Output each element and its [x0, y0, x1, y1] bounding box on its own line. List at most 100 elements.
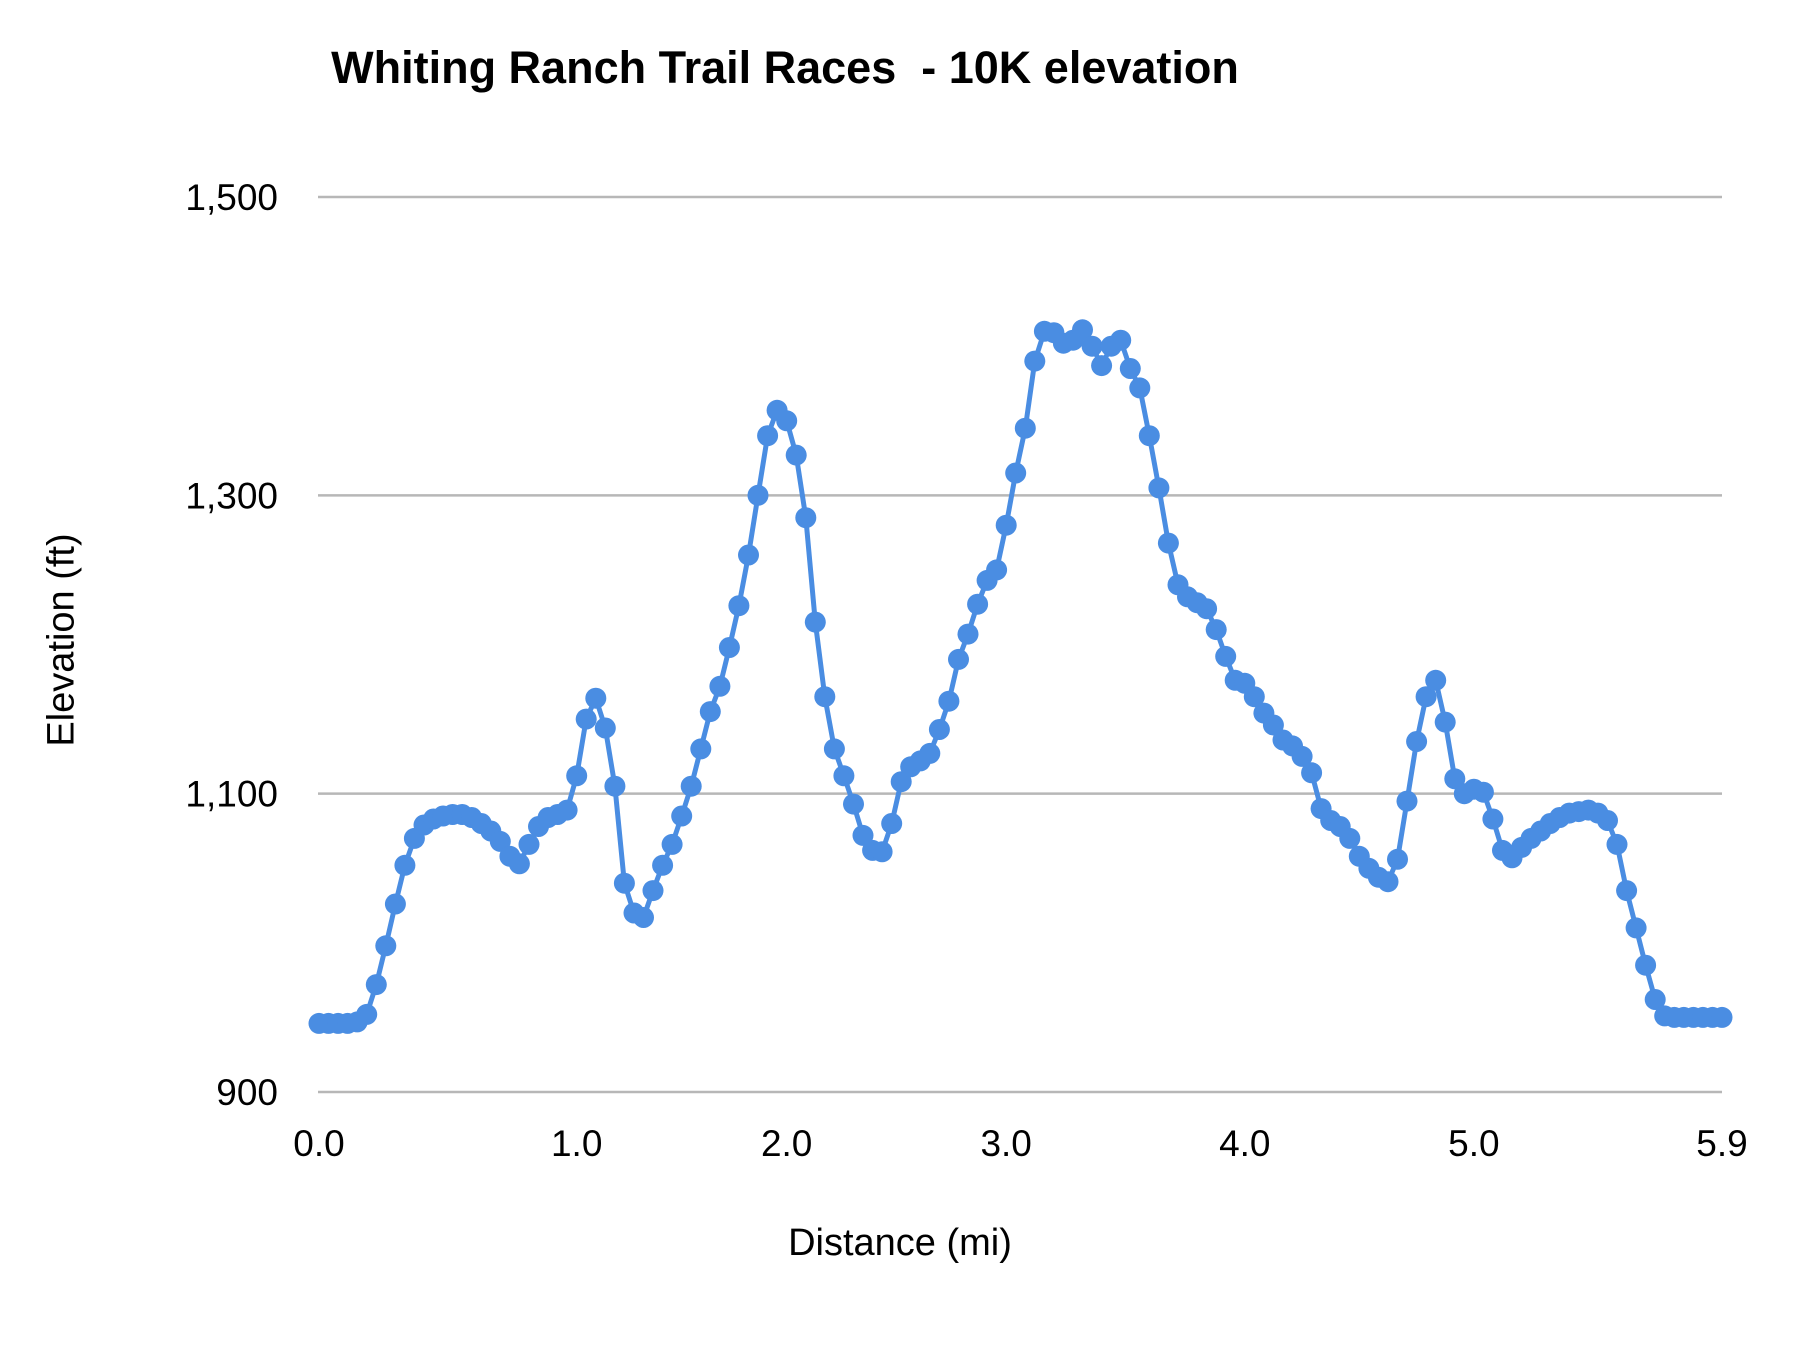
data-point[interactable]: 0.296 mi, 1026 ft	[384, 893, 406, 915]
data-point[interactable]: 1.182 mi, 1105 ft	[604, 775, 626, 797]
y-axis-title: Elevation (ft)	[40, 533, 83, 747]
data-point[interactable]: 2.174 mi, 1165 ft	[814, 686, 836, 708]
data-point[interactable]: 2.478 mi, 1080 ft	[881, 813, 903, 834]
data-point[interactable]: 3.08 mi, 1345 ft	[1014, 417, 1036, 439]
x-axis-title: Distance (mi)	[788, 1222, 1012, 1264]
y-tick-label: 1,500	[185, 177, 278, 218]
data-point[interactable]: 2.13 mi, 1215 ft	[804, 611, 826, 633]
data-point[interactable]: 5.554 mi, 1035 ft	[1616, 880, 1638, 902]
data-point[interactable]: 3.6 mi, 1340 ft	[1138, 425, 1160, 447]
data-point[interactable]: 2.739 mi, 1162 ft	[938, 690, 960, 712]
data-point[interactable]: 5.9 mi, 950 ft	[1711, 1006, 1733, 1028]
data-point[interactable]: 1.773 mi, 1226 ft	[728, 595, 750, 617]
data-point[interactable]: 2.696 mi, 1143 ft	[928, 719, 950, 740]
data-point[interactable]: 5.623 mi, 985 ft	[1635, 954, 1657, 976]
data-point[interactable]: 1.091 mi, 1164 ft	[585, 687, 607, 709]
data-point[interactable]: 3.36 mi, 1400 ft	[1081, 335, 1103, 357]
data-point[interactable]: 4.042 mi, 1165 ft	[1243, 686, 1265, 708]
x-tick-label: 2.0	[761, 1123, 812, 1164]
data-point[interactable]: 2.261 mi, 1112 ft	[833, 765, 855, 787]
data-point[interactable]: 4.625 mi, 1041 ft	[1377, 871, 1399, 893]
data-point[interactable]: 0.815 mi, 1066 ft	[518, 833, 540, 855]
data-point[interactable]: 2.304 mi, 1093 ft	[843, 793, 864, 815]
data-point[interactable]: 1.591 mi, 1130 ft	[690, 738, 712, 760]
data-point[interactable]: 3.88 mi, 1210 ft	[1205, 619, 1227, 641]
data-point[interactable]: 2 mi, 1350 ft	[776, 410, 798, 432]
data-point[interactable]: 3.56 mi, 1372 ft	[1129, 377, 1151, 399]
data-point[interactable]: 2.826 mi, 1207 ft	[957, 623, 979, 645]
data-point[interactable]: 1.727 mi, 1198 ft	[718, 637, 740, 658]
data-point[interactable]: 4.458 mi, 1070 ft	[1339, 827, 1361, 849]
data-point[interactable]: 1.409 mi, 1052 ft	[652, 854, 674, 876]
data-point[interactable]: 1.909 mi, 1340 ft	[757, 425, 779, 447]
data-point[interactable]: 1 mi, 1112 ft	[566, 765, 588, 787]
data-point[interactable]: 0.778 mi, 1053 ft	[508, 853, 530, 875]
data-point[interactable]: 4.25 mi, 1125 ft	[1291, 745, 1313, 767]
data-point[interactable]: 5.069 mi, 1083 ft	[1482, 808, 1504, 830]
x-tick-label: 0.0	[293, 1123, 344, 1164]
data-point[interactable]: 3.64 mi, 1305 ft	[1148, 477, 1170, 499]
y-tick-label: 900	[216, 1072, 278, 1113]
data-point[interactable]: 0.259 mi, 998 ft	[375, 935, 397, 957]
data-point[interactable]: 5.035 mi, 1101 ft	[1472, 781, 1494, 803]
data-point[interactable]: 4.125 mi, 1146 ft	[1262, 714, 1284, 736]
x-tick-label: 4.0	[1219, 1123, 1270, 1164]
data-point[interactable]: 1.864 mi, 1300 ft	[747, 484, 769, 506]
data-point[interactable]: 5.658 mi, 962 ft	[1644, 989, 1666, 1010]
data-point[interactable]: 1.364 mi, 1035 ft	[642, 880, 664, 902]
x-tick-label: 1.0	[551, 1123, 602, 1164]
data-point[interactable]: 2.043 mi, 1327 ft	[785, 444, 807, 466]
data-point[interactable]: 0.704 mi, 1068 ft	[489, 830, 511, 852]
x-tick-label: 5.0	[1448, 1123, 1499, 1164]
data-point[interactable]: 3.84 mi, 1224 ft	[1196, 598, 1218, 620]
data-point[interactable]: 2.522 mi, 1108 ft	[890, 771, 912, 793]
x-tick-label: 3.0	[980, 1123, 1031, 1164]
data-point[interactable]: 2.957 mi, 1250 ft	[986, 559, 1008, 581]
data-point[interactable]: 0.333 mi, 1052 ft	[394, 854, 416, 876]
x-tick-label: 5.9	[1696, 1123, 1747, 1164]
data-point[interactable]: 5.588 mi, 1010 ft	[1625, 917, 1647, 939]
data-point[interactable]: 3.92 mi, 1192 ft	[1215, 645, 1237, 667]
data-point[interactable]: 3.4 mi, 1387 ft	[1091, 355, 1113, 377]
data-point[interactable]: 1.818 mi, 1260 ft	[738, 544, 759, 566]
data-point[interactable]: 0.185 mi, 952 ft	[356, 1003, 378, 1025]
data-point[interactable]: 4.708 mi, 1095 ft	[1396, 790, 1418, 812]
y-tick-label: 1,100	[185, 774, 278, 815]
data-point[interactable]: 1.136 mi, 1144 ft	[594, 717, 616, 739]
data-point[interactable]: 4.667 mi, 1056 ft	[1387, 848, 1408, 870]
data-point[interactable]: 2.87 mi, 1227 ft	[967, 593, 989, 615]
data-point[interactable]: 3.12 mi, 1390 ft	[1024, 350, 1046, 372]
data-point[interactable]: 4.917 mi, 1110 ft	[1444, 768, 1466, 790]
data-point[interactable]: 5.519 mi, 1066 ft	[1606, 833, 1628, 855]
data-point[interactable]: 2.783 mi, 1190 ft	[948, 648, 969, 670]
data-point[interactable]: 2.435 mi, 1061 ft	[871, 841, 893, 863]
data-point[interactable]: 1.545 mi, 1105 ft	[680, 775, 702, 797]
data-point[interactable]: 4.875 mi, 1148 ft	[1434, 711, 1456, 733]
data-point[interactable]: 5.485 mi, 1082 ft	[1597, 810, 1618, 831]
data-point[interactable]: 3.32 mi, 1411 ft	[1072, 319, 1093, 341]
data-point[interactable]: 1.045 mi, 1150 ft	[575, 708, 597, 730]
data-point[interactable]: 2.348 mi, 1072 ft	[852, 824, 874, 846]
data-point[interactable]: 1.636 mi, 1155 ft	[699, 701, 721, 723]
data-point[interactable]: 1.227 mi, 1040 ft	[613, 872, 635, 894]
data-point[interactable]: 3.04 mi, 1315 ft	[1005, 462, 1027, 484]
data-point[interactable]: 1.455 mi, 1066 ft	[661, 833, 683, 855]
data-point[interactable]: 3.52 mi, 1385 ft	[1119, 358, 1141, 379]
data-point[interactable]: 3 mi, 1280 ft	[995, 514, 1017, 536]
data-point[interactable]: 2.652 mi, 1127 ft	[919, 742, 941, 764]
data-point[interactable]: 4.833 mi, 1176 ft	[1425, 669, 1447, 691]
data-point[interactable]: 3.48 mi, 1404 ft	[1110, 329, 1132, 351]
data-point[interactable]: 4.792 mi, 1165 ft	[1415, 686, 1437, 708]
data-point[interactable]: 4.75 mi, 1135 ft	[1406, 731, 1428, 752]
data-point[interactable]: 2.087 mi, 1285 ft	[795, 507, 817, 529]
data-point[interactable]: 0.222 mi, 972 ft	[365, 974, 387, 996]
data-point[interactable]: 1.5 mi, 1085 ft	[671, 805, 693, 827]
data-point[interactable]: 1.318 mi, 1017 ft	[633, 907, 654, 928]
data-point[interactable]: 0.963 mi, 1089 ft	[556, 799, 578, 821]
data-point[interactable]: 3.68 mi, 1268 ft	[1157, 532, 1179, 554]
data-point[interactable]: 2.217 mi, 1130 ft	[823, 738, 845, 760]
data-point[interactable]: 1.682 mi, 1172 ft	[709, 675, 731, 697]
data-point[interactable]: 4.292 mi, 1114 ft	[1301, 762, 1323, 784]
